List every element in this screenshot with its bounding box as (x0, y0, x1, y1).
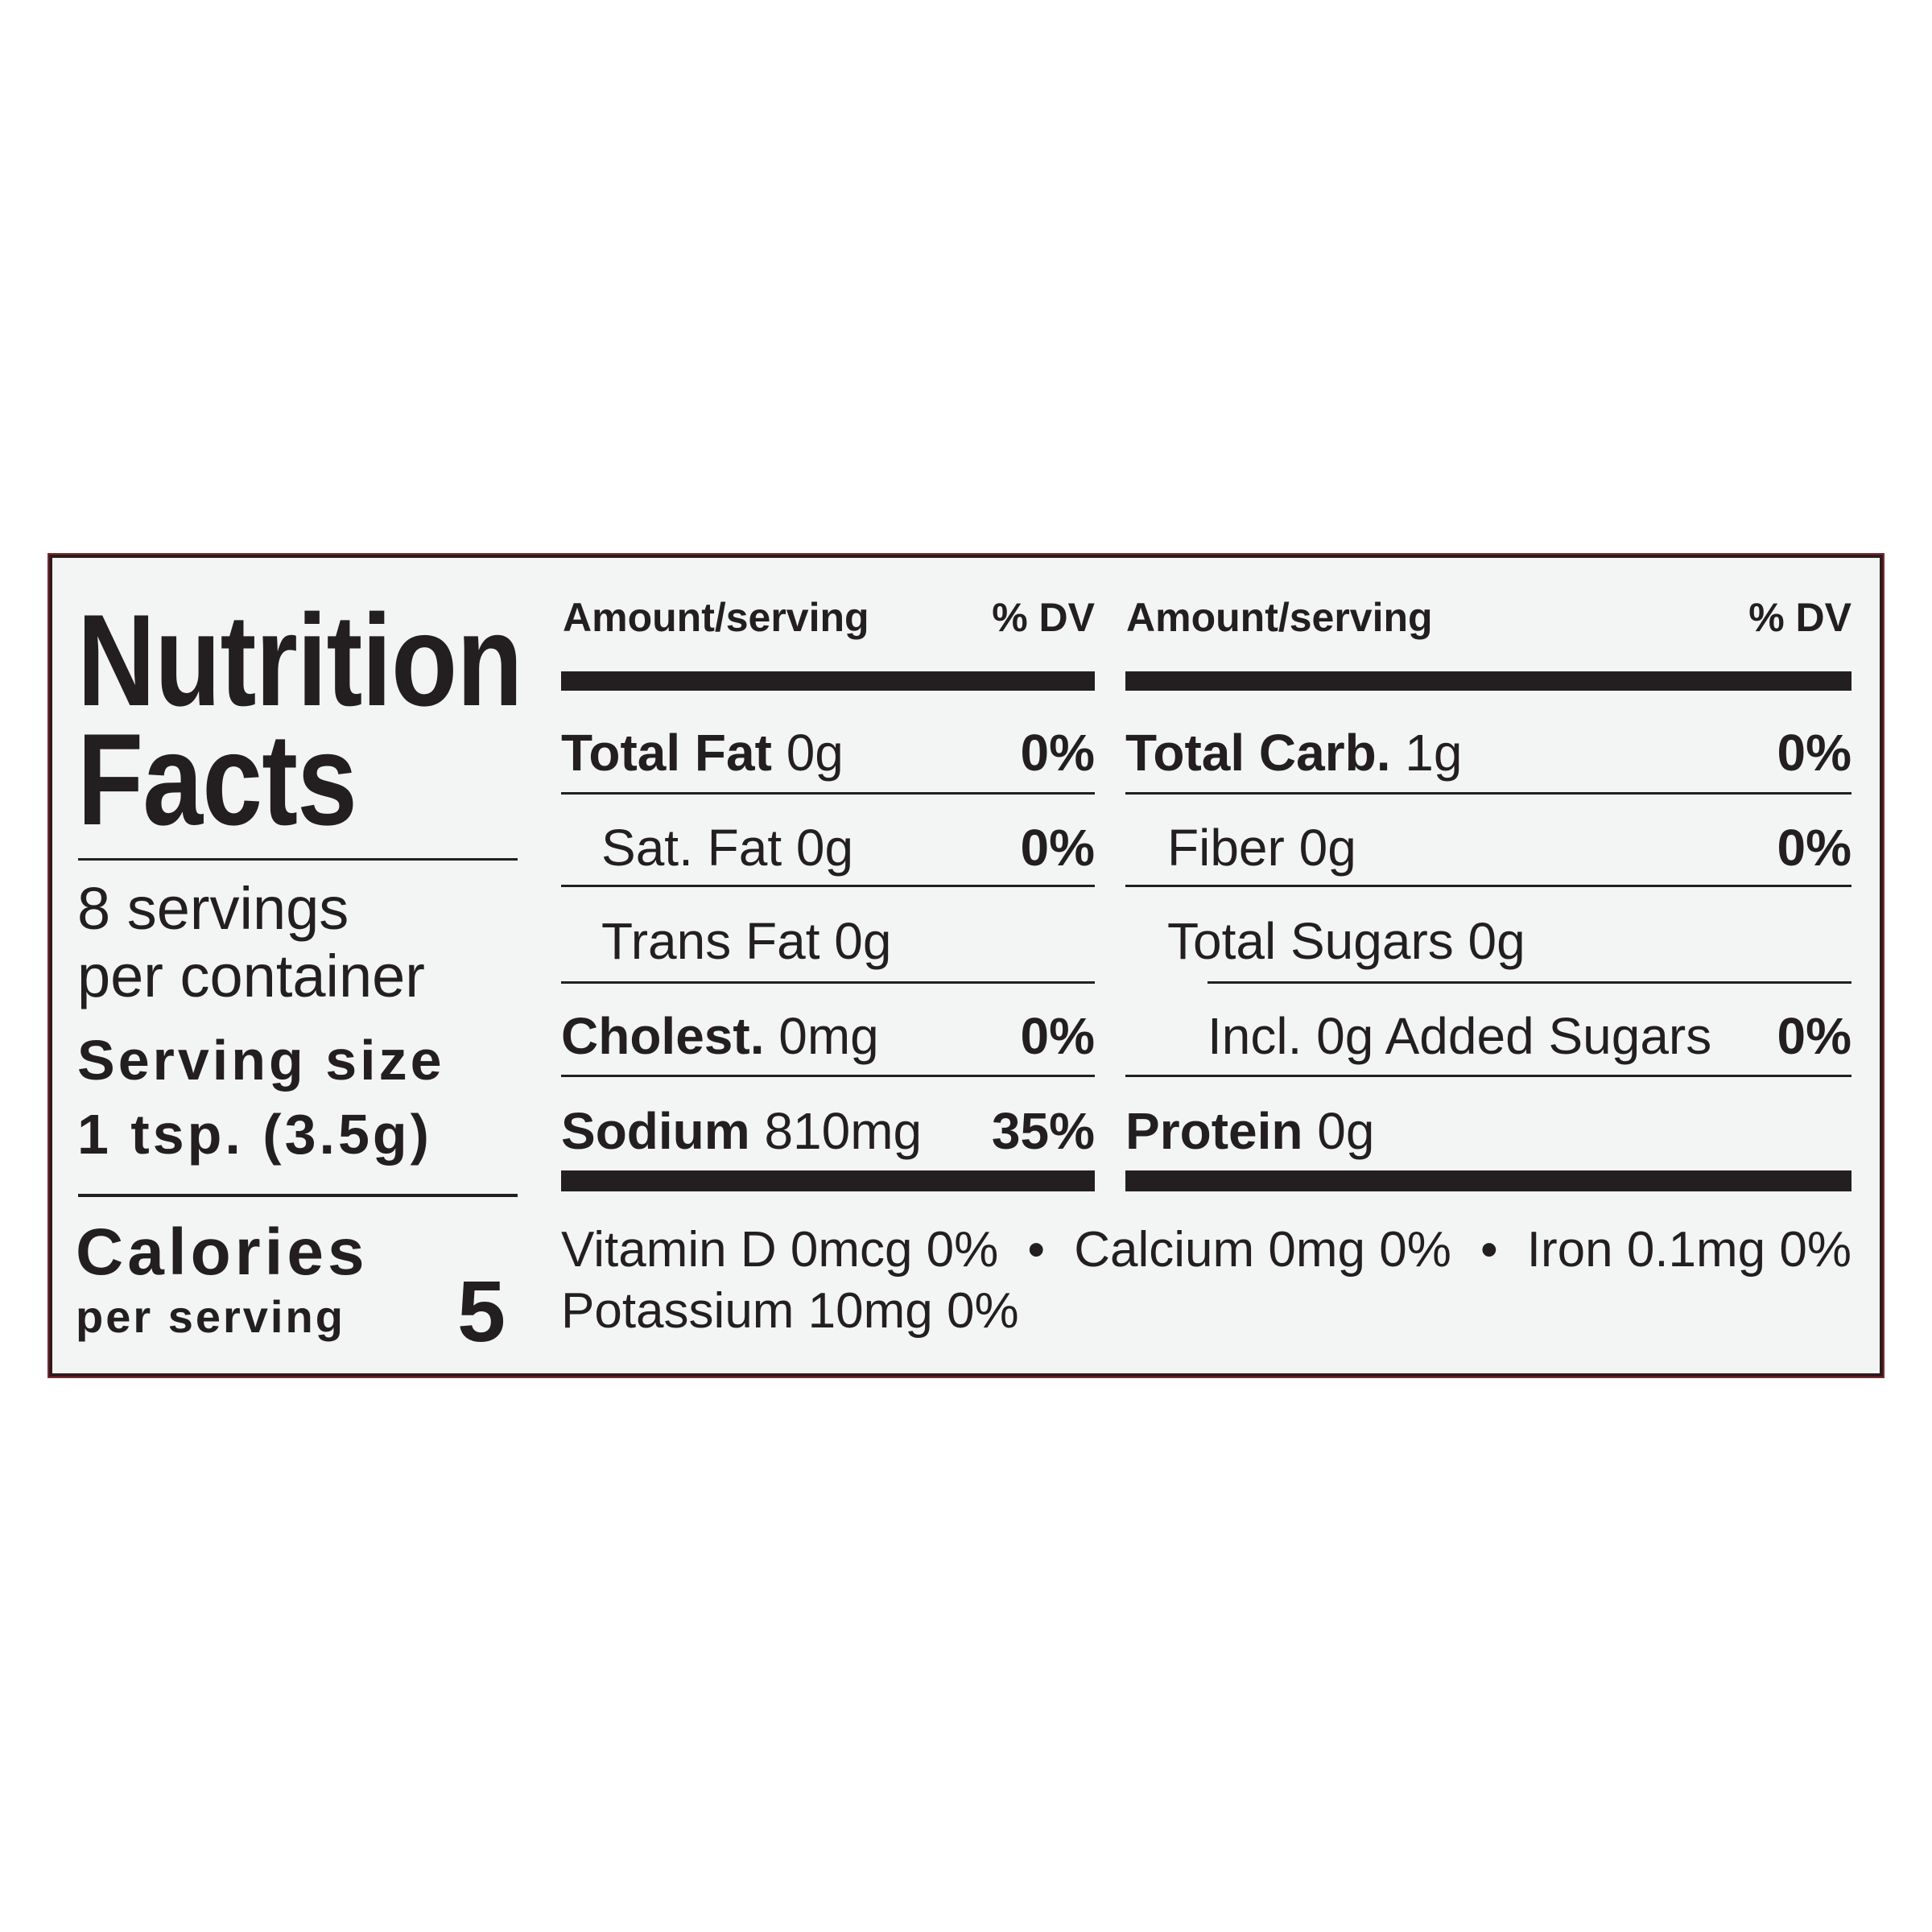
calories-value: 5 (457, 1262, 506, 1360)
nutrient-label: Incl. 0g Added Sugars (1208, 1010, 1711, 1062)
iron: Iron 0.1mg 0% (1526, 1222, 1852, 1278)
thick-bar (1125, 671, 1852, 691)
calcium: Calcium 0mg 0% (1074, 1222, 1451, 1278)
separator-dot: • (1480, 1222, 1498, 1278)
separator-dot: • (1027, 1222, 1046, 1278)
nutrient-name: Sodium (561, 1102, 750, 1160)
calories-per-serving: per serving (76, 1291, 345, 1342)
nutrient-amount: 0g (834, 912, 892, 970)
nutrient-amount: 0g (1317, 1102, 1375, 1160)
left-header: Amount/serving % DV (563, 597, 1095, 638)
nutrient-name: Fiber (1167, 819, 1285, 877)
nutrient-amount: 0mg (778, 1007, 879, 1065)
nutrient-row: Total Fat 0g 0% (561, 727, 1095, 778)
thick-bar (561, 671, 1095, 691)
potassium: Potassium 10mg 0% (561, 1283, 1019, 1339)
nutrient-row: Sodium 810mg 35% (561, 1105, 1095, 1157)
nutrient-label: Sat. Fat 0g (601, 822, 853, 873)
nutrient-name: Cholest. (561, 1007, 765, 1065)
nutrient-label: Cholest. 0mg (561, 1010, 879, 1062)
right-header: Amount/serving % DV (1126, 597, 1852, 638)
nutrient-dv: 0% (1020, 819, 1096, 877)
serving-size-label: Serving size (77, 1029, 445, 1092)
nutrient-row: Trans Fat 0g (601, 915, 1095, 967)
nutrient-amount: 0g (795, 819, 854, 877)
nutrient-name: Total Sugars (1167, 912, 1454, 970)
nutrient-amount: 0g (1468, 912, 1525, 970)
divider (1125, 792, 1852, 795)
nutrient-dv: 0% (1777, 819, 1852, 877)
thick-bar (561, 1170, 1095, 1191)
calories-label: Calories (76, 1216, 369, 1289)
nutrient-row: Sat. Fat 0g 0% (601, 822, 1095, 873)
nutrient-name: Trans Fat (601, 912, 820, 970)
vitamins-line: Vitamin D 0mcg 0% • Calcium 0mg 0% • Iro… (561, 1225, 1852, 1275)
amount-header: Amount/serving (563, 595, 869, 640)
divider (561, 792, 1095, 795)
servings-per-container: 8 servings (77, 875, 349, 942)
divider (561, 981, 1095, 984)
nutrient-row: Protein 0g (1125, 1105, 1852, 1157)
title-nutrition: Nutrition (77, 588, 522, 733)
nutrient-row: Cholest. 0mg 0% (561, 1010, 1095, 1062)
divider (1208, 981, 1852, 984)
nutrient-amount: 0g (1298, 819, 1356, 877)
divider (1125, 885, 1852, 887)
nutrient-name: Incl. 0g Added Sugars (1208, 1007, 1712, 1065)
nutrient-row: Total Sugars 0g (1167, 915, 1852, 967)
nutrient-dv: 0% (1020, 724, 1096, 782)
nutrient-dv: 0% (1777, 1007, 1852, 1065)
thick-bar (1125, 1170, 1852, 1191)
serving-size-value: 1 tsp. (3.5g) (77, 1103, 432, 1166)
nutrient-row: Incl. 0g Added Sugars 0% (1208, 1010, 1852, 1062)
potassium-line: Potassium 10mg 0% (561, 1286, 1019, 1336)
nutrition-facts-label (49, 555, 1883, 1377)
nutrient-dv: 0% (1020, 1007, 1096, 1065)
nutrient-row: Fiber 0g 0% (1167, 822, 1852, 873)
title-facts: Facts (77, 707, 357, 852)
divider (561, 885, 1095, 887)
nutrient-name: Sat. Fat (601, 819, 782, 877)
vitamin-d: Vitamin D 0mcg 0% (561, 1222, 999, 1278)
nutrient-label: Sodium 810mg (561, 1105, 922, 1157)
nutrient-amount: 0g (786, 724, 844, 782)
dv-header: % DV (1748, 595, 1852, 640)
divider (1125, 1075, 1852, 1077)
servings-per-container-sub: per container (77, 943, 425, 1009)
divider (561, 1075, 1095, 1077)
nutrient-dv: 0% (1777, 724, 1852, 782)
nutrient-dv: 35% (991, 1102, 1095, 1160)
nutrient-amount: 810mg (764, 1102, 923, 1160)
nutrient-label: Total Fat 0g (561, 727, 844, 778)
nutrient-label: Trans Fat 0g (601, 915, 891, 967)
nutrient-label: Total Carb. 1g (1125, 727, 1462, 778)
nutrient-amount: 1g (1405, 724, 1463, 782)
nutrient-name: Total Carb. (1125, 724, 1391, 782)
divider (78, 858, 518, 861)
nutrient-label: Total Sugars 0g (1167, 915, 1525, 967)
nutrient-label: Fiber 0g (1167, 822, 1356, 873)
nutrient-name: Protein (1125, 1102, 1303, 1160)
nutrient-name: Total Fat (561, 724, 772, 782)
nutrient-row: Total Carb. 1g 0% (1125, 727, 1852, 778)
nutrient-label: Protein 0g (1125, 1105, 1374, 1157)
dv-header: % DV (992, 595, 1095, 640)
amount-header: Amount/serving (1126, 595, 1433, 640)
divider (78, 1194, 518, 1197)
